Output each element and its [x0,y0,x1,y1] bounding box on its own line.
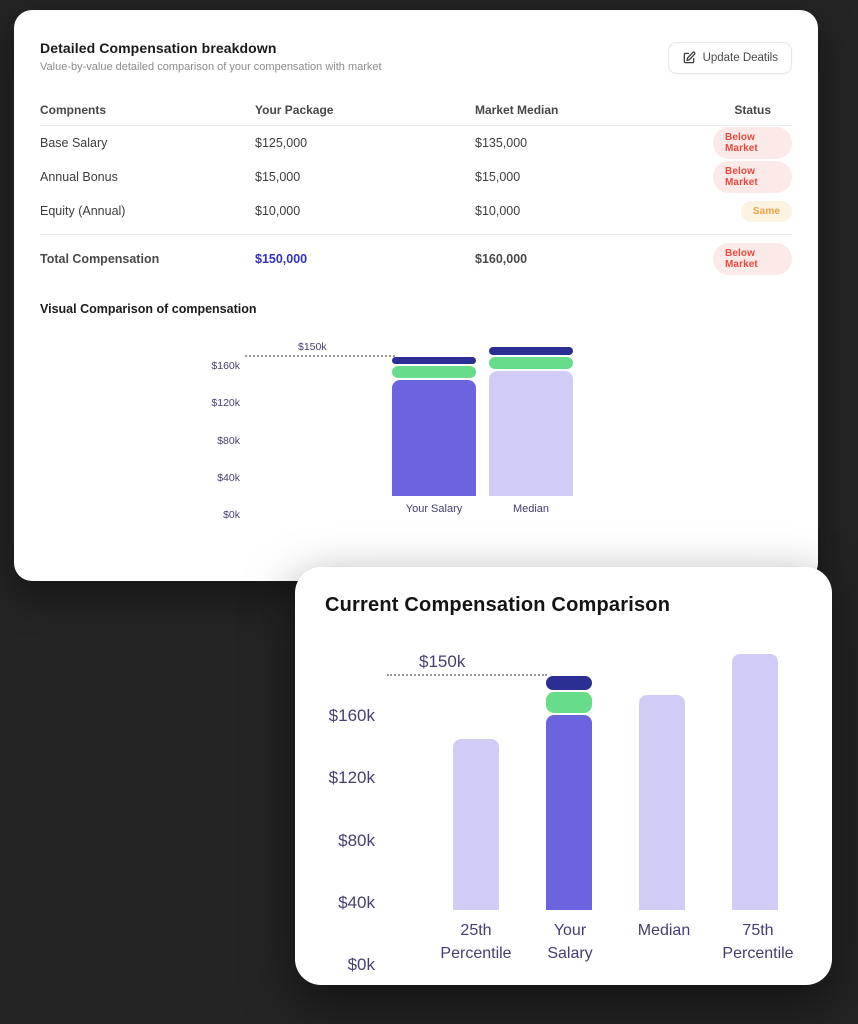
y-axis: $0k $40k $80k $120k $160k [40,357,240,521]
breakdown-card: Detailed Compensation breakdown Value-by… [14,10,818,581]
status-cell: Below Market [713,127,792,159]
table-total-row: Total Compensation $150,000 $160,000 Bel… [40,234,792,282]
bar-segment-median [639,694,685,910]
card-title: Detailed Compensation breakdown [40,40,277,56]
y-axis-tick: $40k [338,893,375,913]
x-axis-label-75th-percentile: 75th Percentile [722,922,794,963]
x-axis-label-median: Median [512,503,550,515]
bar-25th-percentile [453,738,499,910]
y-axis-tick: $80k [217,434,240,447]
status-cell: Below Market [713,161,792,193]
plot-column: $150k 25th Percentile Your Salary Median 75th… [375,645,805,965]
current-comparison-chart: $0k $40k $80k $120k $160k $150k 25th Percenti… [325,645,805,974]
bar-segment-25th-percentile [453,738,499,910]
visual-comparison-chart: $0k $40k $80k $120k $160k $150k Your Salary M… [40,338,792,521]
bars-group [375,645,805,910]
y-axis-tick: $160k [328,705,375,725]
y-axis-tick: $120k [328,768,375,788]
table-row: Annual Bonus $15,000 $15,000 Below Marke… [40,160,792,194]
your-package-cell: $15,000 [255,170,301,184]
bar-segment-annual-bonus [546,691,592,714]
bar-segment-annual-bonus [392,365,476,378]
bar-segment-75th-percentile [732,654,778,910]
component-cell: Equity (Annual) [40,204,126,218]
y-axis-tick: $80k [338,830,375,850]
comparison-card: Current Compensation Comparison $0k $40k $… [295,567,832,985]
status-badge: Below Market [713,242,792,275]
reference-line [387,674,547,677]
reference-line-label: $150k [298,340,327,353]
component-cell: Base Salary [40,136,108,150]
compensation-table: Compnents Your Package Market Median Sta… [40,94,792,282]
y-axis-tick: $160k [211,360,240,373]
comparison-card-title: Current Compensation Comparison [325,594,671,616]
y-axis-tick: $0k [223,509,240,521]
x-axis-labels: Your Salary Median [240,503,792,515]
y-axis-tick: $40k [217,471,240,484]
x-axis-label-your-salary: Your Salary [405,503,463,515]
plot-area: $150k [375,645,805,910]
your-package-cell: $125,000 [255,136,308,150]
total-your-package: $150,000 [255,251,308,266]
x-axis-label-median: Median [637,922,691,939]
your-package-cell: $10,000 [255,204,301,218]
y-axis-tick: $0k [347,955,375,975]
bars-group [240,338,792,496]
total-label: Total Compensation [40,251,160,266]
bar-segment-annual-bonus [489,356,573,369]
bar-75th-percentile [732,654,778,910]
x-axis-labels: 25th Percentile Your Salary Median 75th Percen… [375,919,805,965]
y-axis: $0k $40k $80k $120k $160k [325,700,375,974]
x-axis-label-25th-percentile: 25th Percentile [440,922,512,963]
bar-segment-equity-annual- [392,356,476,364]
status-badge: Same [740,200,792,222]
card-subtitle: Value-by-value detailed comparison of yo… [40,61,382,73]
total-status-cell: Below Market [713,242,792,275]
market-median-cell: $135,000 [475,136,528,150]
bar-median [489,347,573,496]
plot-column: $150k Your Salary Median [240,338,792,515]
market-median-cell: $15,000 [475,170,521,184]
bar-your-salary [546,676,592,910]
breakdown-card-header: Detailed Compensation breakdown Value-by… [40,40,792,74]
column-header-status: Status [734,102,771,117]
bar-median [639,694,685,910]
table-header-row: Compnents Your Package Market Median Sta… [40,94,792,126]
x-axis-label-your-salary: Your Salary [547,922,593,963]
bar-segment-base-salary [392,379,476,496]
total-market-median: $160,000 [475,251,528,266]
component-cell: Annual Bonus [40,170,118,184]
update-details-button-label: Update Deatils [702,52,778,64]
market-median-cell: $10,000 [475,204,521,218]
bar-segment-equity-annual- [489,347,573,355]
breakdown-card-titles: Detailed Compensation breakdown Value-by… [40,40,382,73]
bar-your-salary [392,356,476,496]
status-cell: Same [713,200,792,222]
edit-icon [682,51,696,65]
table-row: Equity (Annual) $10,000 $10,000 Same [40,194,792,228]
reference-line [245,354,395,357]
column-header-market-median: Market Median [475,102,559,117]
status-badge: Below Market [713,127,792,159]
column-header-components: Compnents [40,102,106,117]
bar-segment-base-salary [489,370,573,496]
bar-segment-equity-annual- [546,676,592,690]
y-axis-tick: $120k [211,397,240,410]
visual-comparison-section-title: Visual Comparison of compensation [40,302,257,316]
table-row: Base Salary $125,000 $135,000 Below Mark… [40,126,792,160]
status-badge: Below Market [713,161,792,193]
bar-segment-base-salary [546,715,592,910]
update-details-button[interactable]: Update Deatils [667,42,792,74]
column-header-your-package: Your Package [255,102,334,117]
plot-area: $150k [240,338,792,496]
reference-line-label: $150k [419,652,466,672]
